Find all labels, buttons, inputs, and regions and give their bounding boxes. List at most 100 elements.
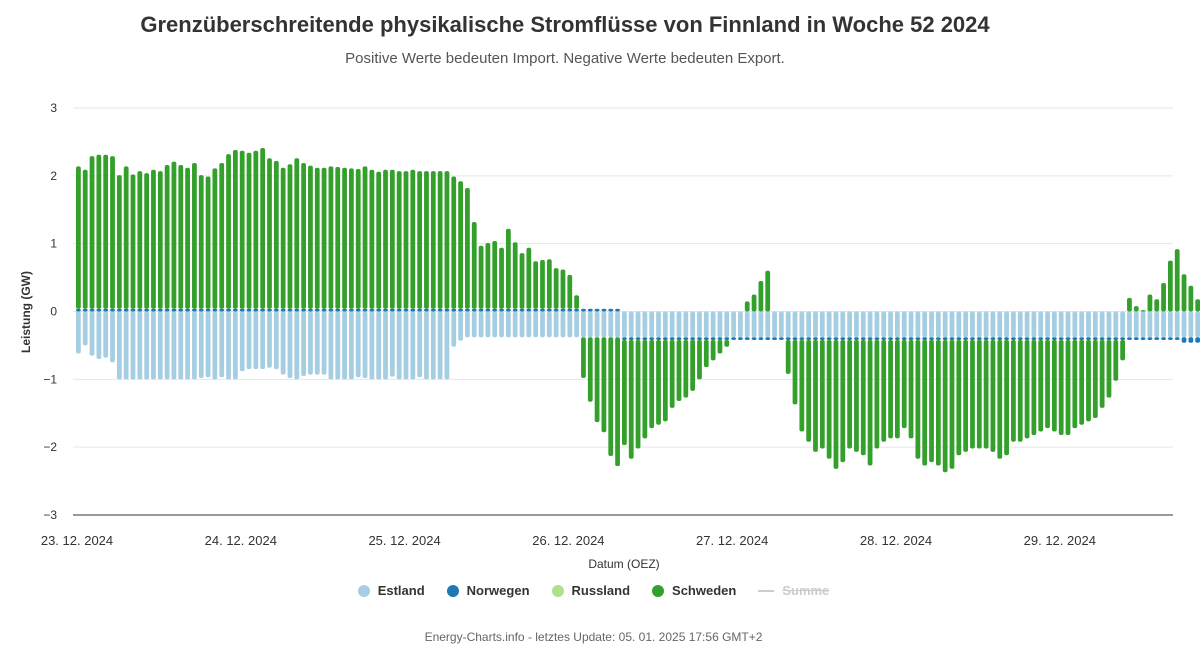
bar-norwegen[interactable]: [847, 337, 853, 340]
bar-schweden[interactable]: [669, 339, 675, 408]
bar-estland[interactable]: [622, 311, 627, 338]
bar-norwegen[interactable]: [751, 337, 757, 340]
bar-norwegen[interactable]: [110, 308, 115, 312]
bar-schweden[interactable]: [1051, 339, 1057, 432]
bar-norwegen[interactable]: [874, 337, 880, 340]
bar-estland[interactable]: [717, 311, 723, 338]
bar-norwegen[interactable]: [321, 308, 327, 312]
bar-estland[interactable]: [867, 311, 873, 338]
bar-norwegen[interactable]: [342, 308, 347, 312]
bar-estland[interactable]: [1154, 311, 1160, 338]
bar-schweden[interactable]: [110, 156, 115, 309]
bar-norwegen[interactable]: [396, 308, 402, 312]
bar-schweden[interactable]: [314, 167, 320, 309]
bar-estland[interactable]: [301, 311, 307, 376]
bar-norwegen[interactable]: [662, 337, 668, 340]
bar-norwegen[interactable]: [587, 308, 593, 312]
bar-estland[interactable]: [219, 311, 225, 378]
bar-schweden[interactable]: [615, 337, 620, 467]
bar-norwegen[interactable]: [963, 337, 969, 340]
bar-norwegen[interactable]: [185, 308, 190, 312]
bar-norwegen[interactable]: [792, 337, 798, 340]
bar-schweden[interactable]: [137, 171, 143, 309]
bar-norwegen[interactable]: [239, 308, 245, 312]
bar-norwegen[interactable]: [717, 337, 723, 340]
bar-estland[interactable]: [1092, 311, 1098, 338]
bar-schweden[interactable]: [273, 160, 279, 309]
bar-estland[interactable]: [164, 311, 170, 380]
bar-schweden[interactable]: [1024, 339, 1030, 439]
bar-schweden[interactable]: [212, 168, 218, 309]
bar-schweden[interactable]: [226, 154, 231, 309]
bar-estland[interactable]: [383, 311, 388, 380]
bar-norwegen[interactable]: [314, 308, 320, 312]
bar-schweden[interactable]: [437, 171, 443, 309]
bar-estland[interactable]: [676, 311, 682, 338]
bar-schweden[interactable]: [1004, 339, 1009, 456]
bar-estland[interactable]: [280, 311, 286, 375]
bar-estland[interactable]: [587, 311, 593, 338]
bar-norwegen[interactable]: [594, 308, 600, 312]
bar-norwegen[interactable]: [157, 308, 163, 312]
bar-schweden[interactable]: [929, 339, 934, 463]
bar-norwegen[interactable]: [806, 337, 812, 340]
bar-estland[interactable]: [594, 311, 600, 338]
bar-estland[interactable]: [792, 311, 798, 338]
bar-estland[interactable]: [294, 311, 300, 380]
bar-schweden[interactable]: [478, 245, 484, 309]
bar-norwegen[interactable]: [171, 308, 177, 312]
bar-schweden[interactable]: [697, 339, 702, 380]
bar-norwegen[interactable]: [1092, 337, 1098, 340]
bar-estland[interactable]: [471, 311, 477, 338]
bar-estland[interactable]: [505, 311, 511, 338]
bar-norwegen[interactable]: [697, 337, 702, 340]
bar-estland[interactable]: [1031, 311, 1037, 338]
bar-estland[interactable]: [1188, 311, 1194, 338]
bar-estland[interactable]: [806, 311, 812, 338]
bar-estland[interactable]: [669, 311, 675, 338]
bar-estland[interactable]: [1140, 311, 1146, 338]
bar-estland[interactable]: [567, 311, 573, 338]
bar-estland[interactable]: [915, 311, 921, 338]
bar-estland[interactable]: [976, 311, 982, 338]
bar-norwegen[interactable]: [990, 337, 996, 340]
bar-schweden[interactable]: [881, 339, 887, 442]
bar-norwegen[interactable]: [1004, 337, 1009, 340]
bar-estland[interactable]: [403, 311, 409, 380]
bar-norwegen[interactable]: [1017, 337, 1023, 340]
bar-estland[interactable]: [103, 311, 109, 358]
bar-schweden[interactable]: [253, 150, 259, 309]
bar-schweden[interactable]: [301, 162, 307, 309]
bar-norwegen[interactable]: [492, 308, 498, 312]
bar-estland[interactable]: [935, 311, 941, 338]
bar-schweden[interactable]: [628, 339, 634, 459]
bar-norwegen[interactable]: [546, 308, 552, 312]
bar-estland[interactable]: [731, 311, 736, 338]
bar-schweden[interactable]: [198, 175, 204, 309]
bar-schweden[interactable]: [505, 228, 511, 309]
bar-schweden[interactable]: [444, 171, 450, 309]
bar-estland[interactable]: [799, 311, 805, 338]
bar-estland[interactable]: [772, 311, 777, 338]
bar-schweden[interactable]: [935, 339, 941, 466]
bar-estland[interactable]: [157, 311, 163, 380]
bar-estland[interactable]: [642, 311, 648, 338]
bar-estland[interactable]: [76, 311, 81, 354]
bar-norwegen[interactable]: [437, 308, 443, 312]
bar-schweden[interactable]: [574, 295, 580, 309]
bar-estland[interactable]: [355, 311, 361, 378]
bar-estland[interactable]: [703, 311, 709, 338]
bar-schweden[interactable]: [164, 164, 170, 309]
bar-estland[interactable]: [608, 311, 614, 338]
bar-norwegen[interactable]: [854, 337, 859, 340]
bar-schweden[interactable]: [267, 158, 272, 309]
bar-norwegen[interactable]: [724, 337, 730, 340]
bar-schweden[interactable]: [976, 339, 982, 449]
bar-estland[interactable]: [881, 311, 887, 338]
bar-norwegen[interactable]: [1011, 337, 1016, 340]
bar-norwegen[interactable]: [403, 308, 409, 312]
bar-estland[interactable]: [1147, 311, 1153, 338]
bar-estland[interactable]: [649, 311, 655, 338]
bar-estland[interactable]: [478, 311, 484, 338]
bar-estland[interactable]: [232, 311, 238, 380]
